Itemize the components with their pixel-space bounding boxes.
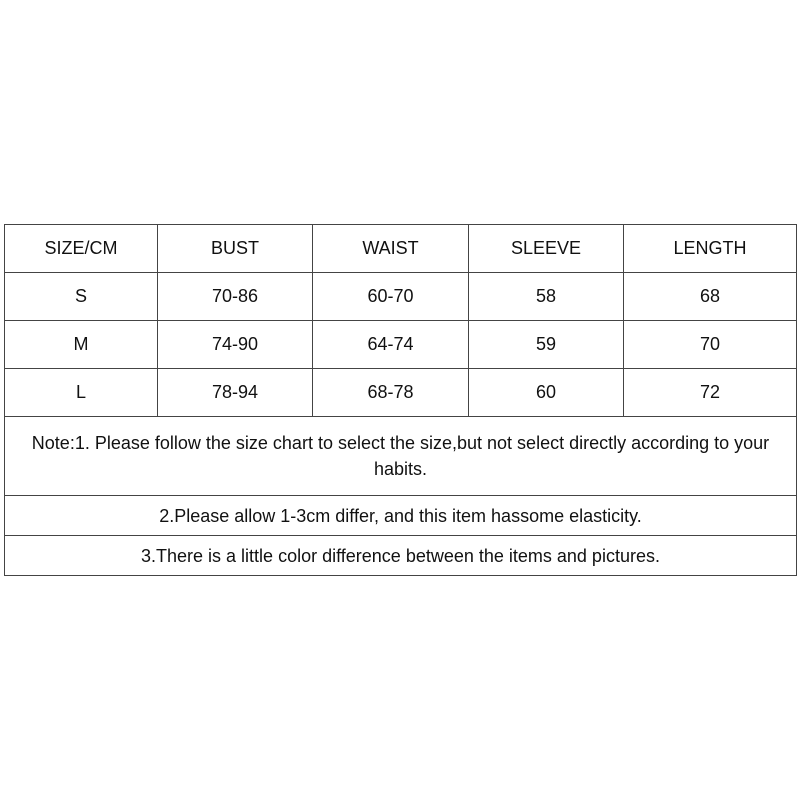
header-row: SIZE/CM BUST WAIST SLEEVE LENGTH bbox=[4, 224, 797, 273]
size-chart-table: SIZE/CM BUST WAIST SLEEVE LENGTH S 70-86… bbox=[4, 224, 797, 576]
header-cell: SLEEVE bbox=[468, 224, 624, 273]
note-row: 3.There is a little color difference bet… bbox=[4, 535, 797, 576]
cell: 64-74 bbox=[312, 320, 469, 369]
table-row: S 70-86 60-70 58 68 bbox=[4, 272, 797, 321]
header-cell: WAIST bbox=[312, 224, 469, 273]
header-cell: BUST bbox=[157, 224, 313, 273]
note-2: 2.Please allow 1-3cm differ, and this it… bbox=[4, 495, 797, 536]
note-1: Note:1. Please follow the size chart to … bbox=[4, 416, 797, 496]
cell: S bbox=[4, 272, 158, 321]
cell: 70-86 bbox=[157, 272, 313, 321]
table-row: L 78-94 68-78 60 72 bbox=[4, 368, 797, 417]
header-cell: SIZE/CM bbox=[4, 224, 158, 273]
note-row: 2.Please allow 1-3cm differ, and this it… bbox=[4, 495, 797, 536]
cell: 68 bbox=[623, 272, 797, 321]
note-row: Note:1. Please follow the size chart to … bbox=[4, 416, 797, 496]
cell: 60-70 bbox=[312, 272, 469, 321]
cell: M bbox=[4, 320, 158, 369]
cell: 60 bbox=[468, 368, 624, 417]
cell: L bbox=[4, 368, 158, 417]
cell: 58 bbox=[468, 272, 624, 321]
cell: 78-94 bbox=[157, 368, 313, 417]
cell: 72 bbox=[623, 368, 797, 417]
table-row: M 74-90 64-74 59 70 bbox=[4, 320, 797, 369]
header-cell: LENGTH bbox=[623, 224, 797, 273]
cell: 70 bbox=[623, 320, 797, 369]
cell: 74-90 bbox=[157, 320, 313, 369]
cell: 59 bbox=[468, 320, 624, 369]
cell: 68-78 bbox=[312, 368, 469, 417]
note-3: 3.There is a little color difference bet… bbox=[4, 535, 797, 576]
